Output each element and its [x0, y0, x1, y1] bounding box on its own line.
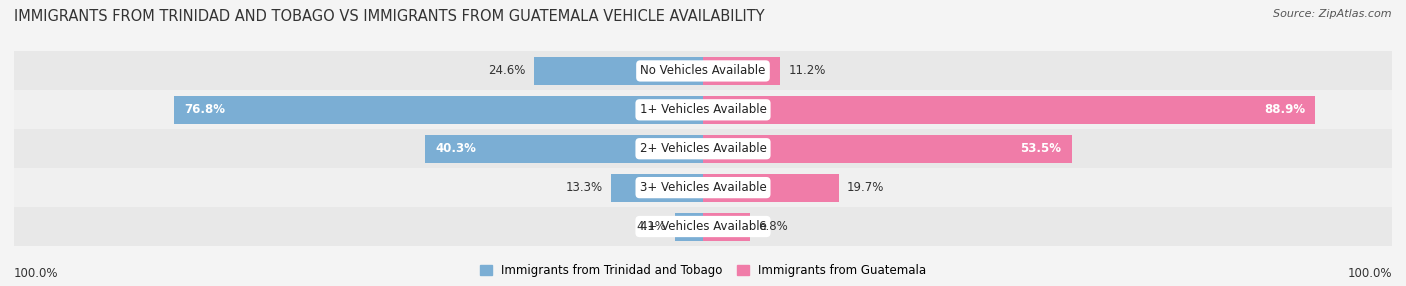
Bar — [14, 51, 1392, 90]
Bar — [703, 135, 1071, 163]
Bar — [14, 168, 1392, 207]
Text: Source: ZipAtlas.com: Source: ZipAtlas.com — [1274, 9, 1392, 19]
Text: 40.3%: 40.3% — [436, 142, 477, 155]
Text: 6.8%: 6.8% — [758, 220, 787, 233]
Bar — [675, 212, 703, 241]
Bar — [426, 135, 703, 163]
Bar — [533, 57, 703, 85]
Bar — [174, 96, 703, 124]
Text: 4+ Vehicles Available: 4+ Vehicles Available — [640, 220, 766, 233]
Text: 1+ Vehicles Available: 1+ Vehicles Available — [640, 103, 766, 116]
Bar — [14, 129, 1392, 168]
Bar — [612, 174, 703, 202]
Bar — [703, 212, 749, 241]
Text: 11.2%: 11.2% — [789, 64, 825, 78]
Text: 3+ Vehicles Available: 3+ Vehicles Available — [640, 181, 766, 194]
Bar — [703, 174, 839, 202]
Text: 24.6%: 24.6% — [488, 64, 526, 78]
Legend: Immigrants from Trinidad and Tobago, Immigrants from Guatemala: Immigrants from Trinidad and Tobago, Imm… — [479, 264, 927, 277]
Bar — [703, 96, 1316, 124]
Bar — [14, 90, 1392, 129]
Bar — [703, 57, 780, 85]
Text: 4.1%: 4.1% — [637, 220, 666, 233]
Text: 100.0%: 100.0% — [14, 267, 59, 280]
Text: 2+ Vehicles Available: 2+ Vehicles Available — [640, 142, 766, 155]
Text: 53.5%: 53.5% — [1021, 142, 1062, 155]
Text: 13.3%: 13.3% — [567, 181, 603, 194]
Text: 100.0%: 100.0% — [1347, 267, 1392, 280]
Text: 19.7%: 19.7% — [846, 181, 884, 194]
Text: IMMIGRANTS FROM TRINIDAD AND TOBAGO VS IMMIGRANTS FROM GUATEMALA VEHICLE AVAILAB: IMMIGRANTS FROM TRINIDAD AND TOBAGO VS I… — [14, 9, 765, 23]
Text: 76.8%: 76.8% — [184, 103, 225, 116]
Text: 88.9%: 88.9% — [1264, 103, 1305, 116]
Bar — [14, 207, 1392, 246]
Text: No Vehicles Available: No Vehicles Available — [640, 64, 766, 78]
